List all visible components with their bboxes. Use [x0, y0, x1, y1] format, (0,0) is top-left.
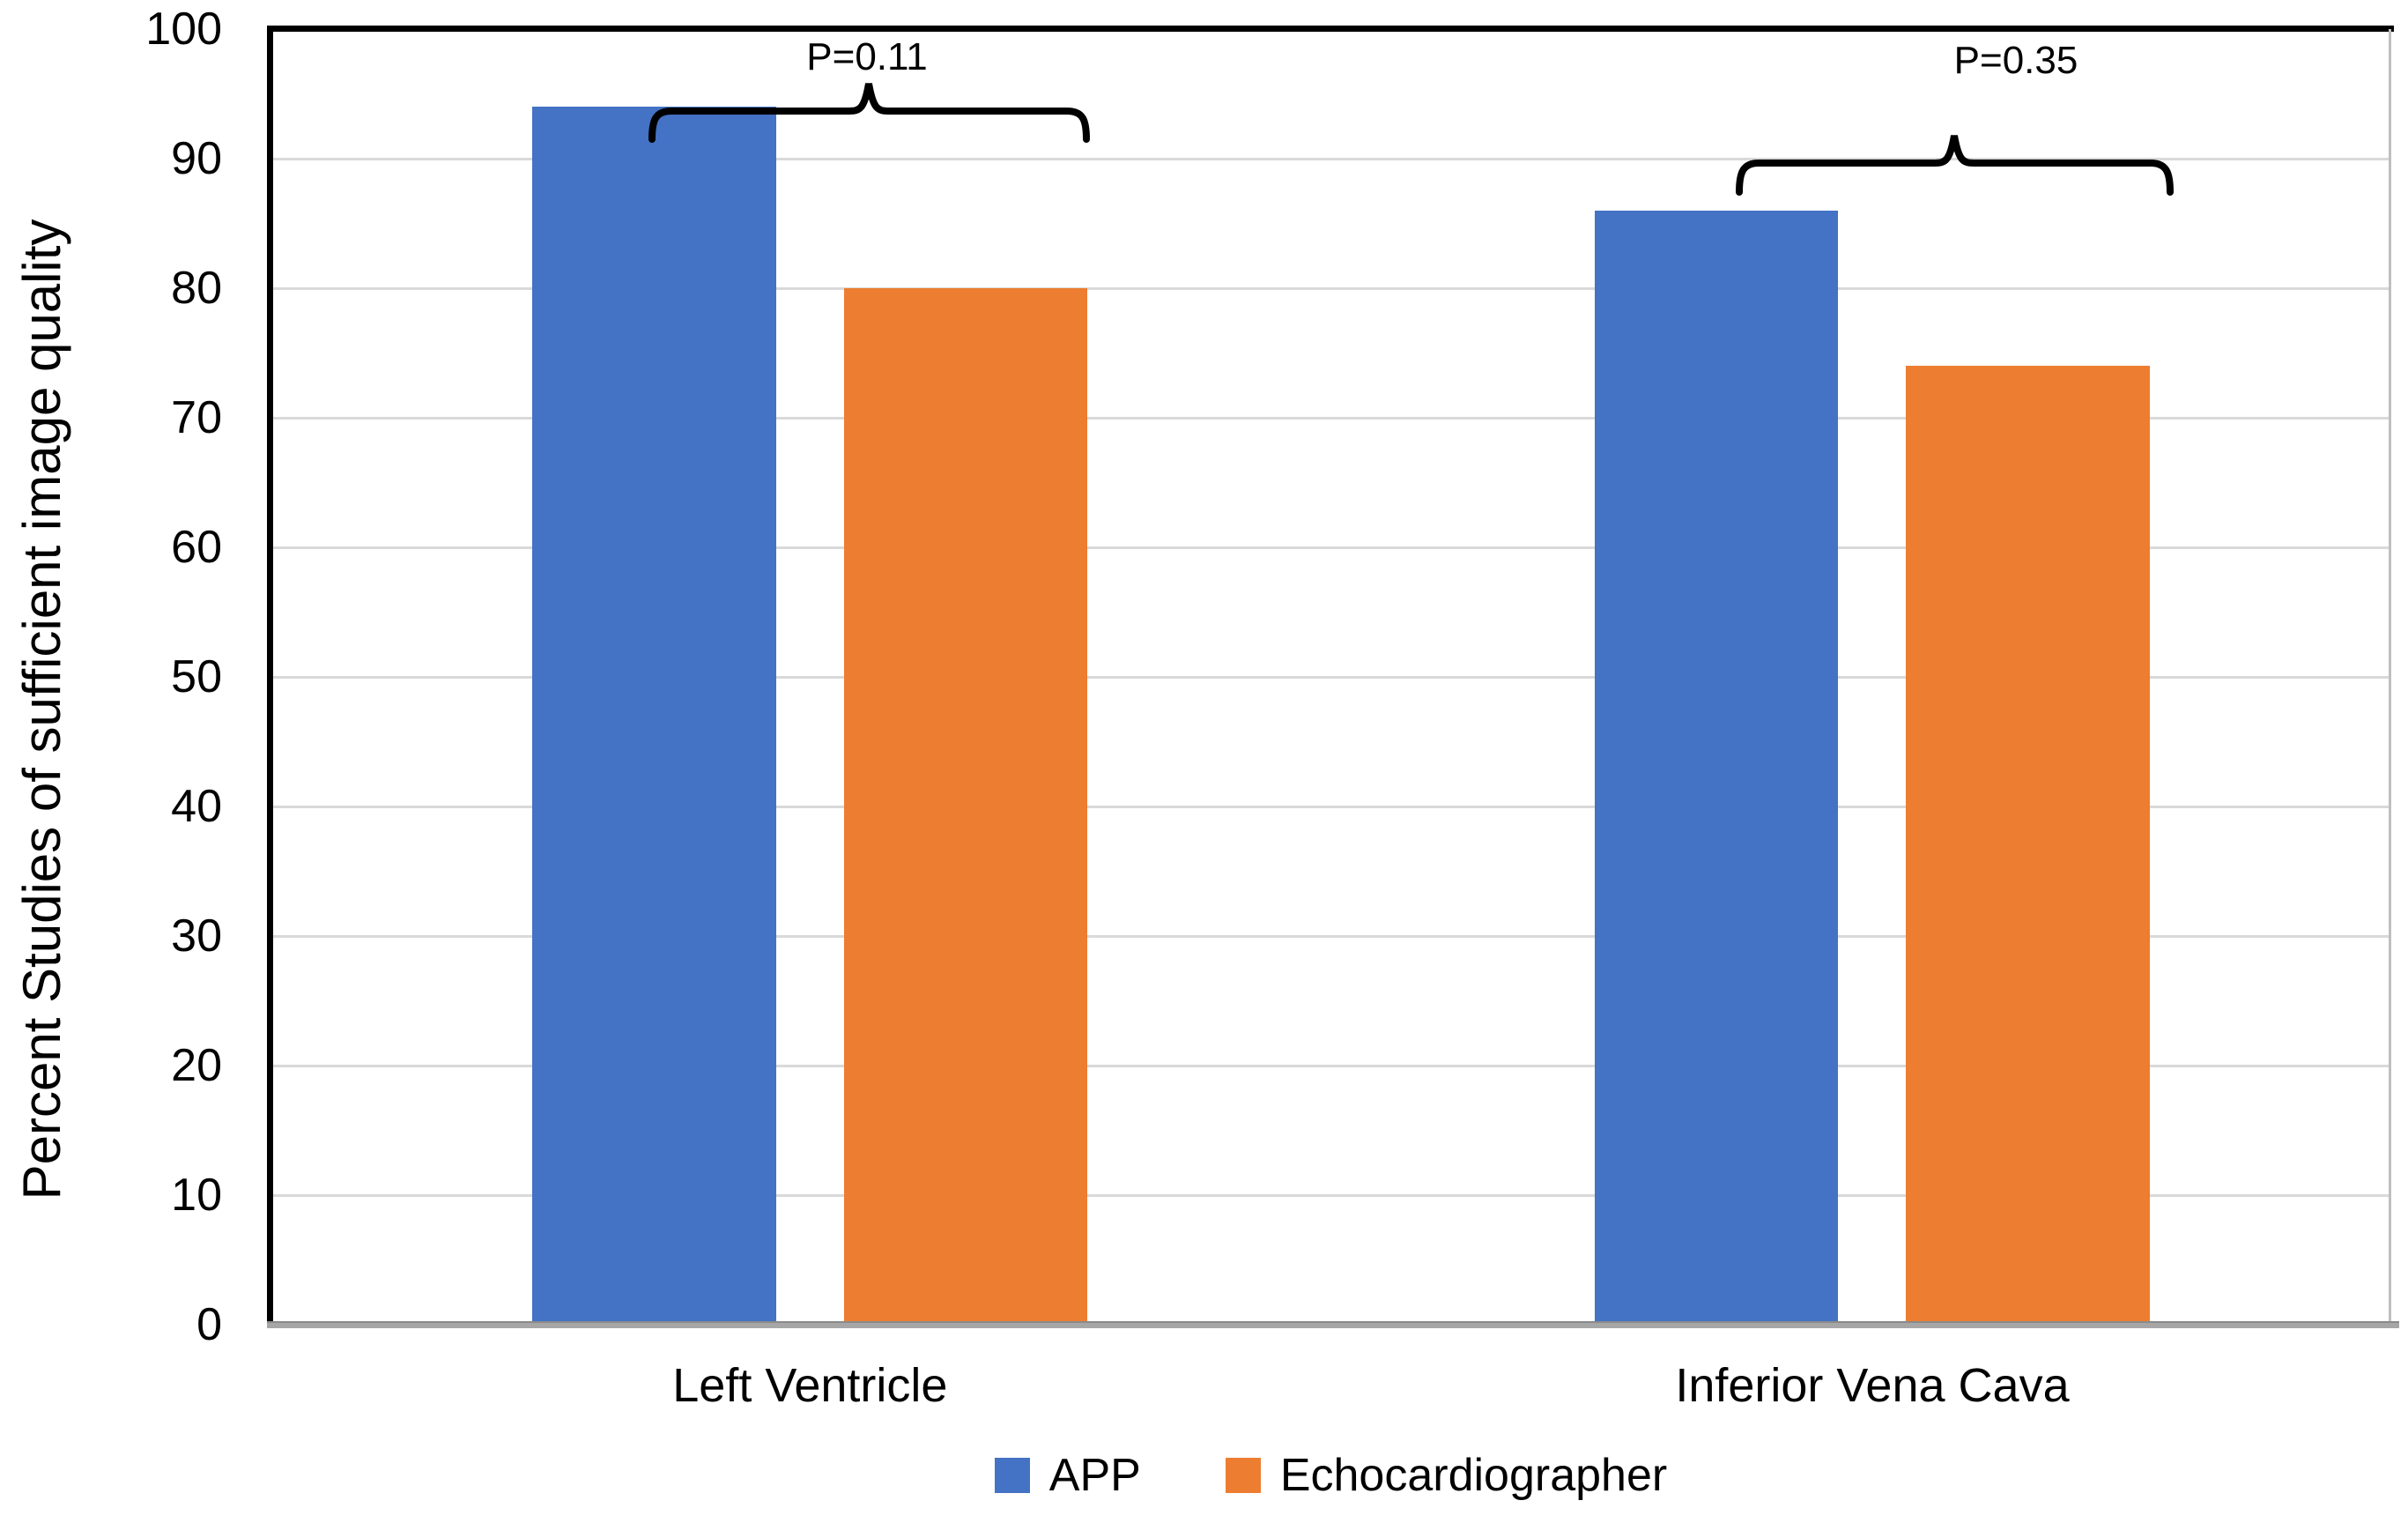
bar-app-left-ventricle: [532, 107, 776, 1325]
y-tick-label-20: 20: [171, 1040, 222, 1091]
y-tick-label-100: 100: [145, 4, 222, 55]
significance-bracket-left-ventricle: [648, 83, 1090, 143]
plot-area: P=0.11 P=0.35: [271, 29, 2390, 1325]
bar-echocardiographer-left-ventricle: [843, 288, 1088, 1325]
y-axis-ticks: 0 10 20 30 40 50 60 70 80 90 100: [0, 0, 222, 1523]
y-axis-line: [267, 26, 273, 1327]
p-value-left-ventricle: P=0.11: [806, 35, 927, 78]
category-label-inferior-vena-cava: Inferior Vena Cava: [1675, 1359, 2070, 1412]
gridline-80: [271, 286, 2390, 290]
legend: APP Echocardiographer: [271, 1447, 2390, 1504]
gridline-60: [271, 546, 2390, 549]
gridline-20: [271, 1064, 2390, 1067]
gridline-70: [271, 416, 2390, 420]
gridline-30: [271, 934, 2390, 938]
plot-border-right: [2389, 29, 2391, 1325]
bar-app-inferior-vena-cava: [1594, 210, 1839, 1325]
y-tick-label-90: 90: [171, 133, 222, 184]
bar-echocardiographer-inferior-vena-cava: [1906, 366, 2151, 1325]
p-value-inferior-vena-cava: P=0.35: [1954, 39, 2078, 82]
legend-label-app: APP: [1048, 1450, 1141, 1501]
gridline-40: [271, 805, 2390, 808]
legend-swatch-echocardiographer: [1225, 1458, 1261, 1493]
gridline-90: [271, 157, 2390, 160]
gridline-10: [271, 1193, 2390, 1197]
annotation-layer: P=0.11 P=0.35: [648, 35, 2174, 196]
legend-entry-app: APP: [994, 1447, 1141, 1504]
legend-swatch-app: [994, 1458, 1030, 1493]
y-tick-label-80: 80: [171, 263, 222, 314]
significance-bracket-inferior-vena-cava: [1736, 135, 2174, 196]
gridline-50: [271, 675, 2390, 679]
y-tick-label-70: 70: [171, 392, 222, 443]
legend-label-echocardiographer: Echocardiographer: [1279, 1450, 1668, 1501]
legend-entry-echocardiographer: Echocardiographer: [1225, 1447, 1668, 1504]
y-tick-label-0: 0: [196, 1299, 222, 1350]
plot-border-top: [267, 26, 2394, 32]
y-tick-label-50: 50: [171, 651, 222, 702]
x-axis-line: [267, 1321, 2399, 1328]
category-label-left-ventricle: Left Ventricle: [672, 1359, 948, 1412]
x-axis-labels: Left Ventricle Inferior Vena Cava: [271, 1357, 2390, 1414]
y-tick-label-40: 40: [171, 781, 222, 832]
y-tick-label-60: 60: [171, 522, 222, 573]
y-tick-label-10: 10: [171, 1170, 222, 1221]
y-tick-label-30: 30: [171, 910, 222, 962]
